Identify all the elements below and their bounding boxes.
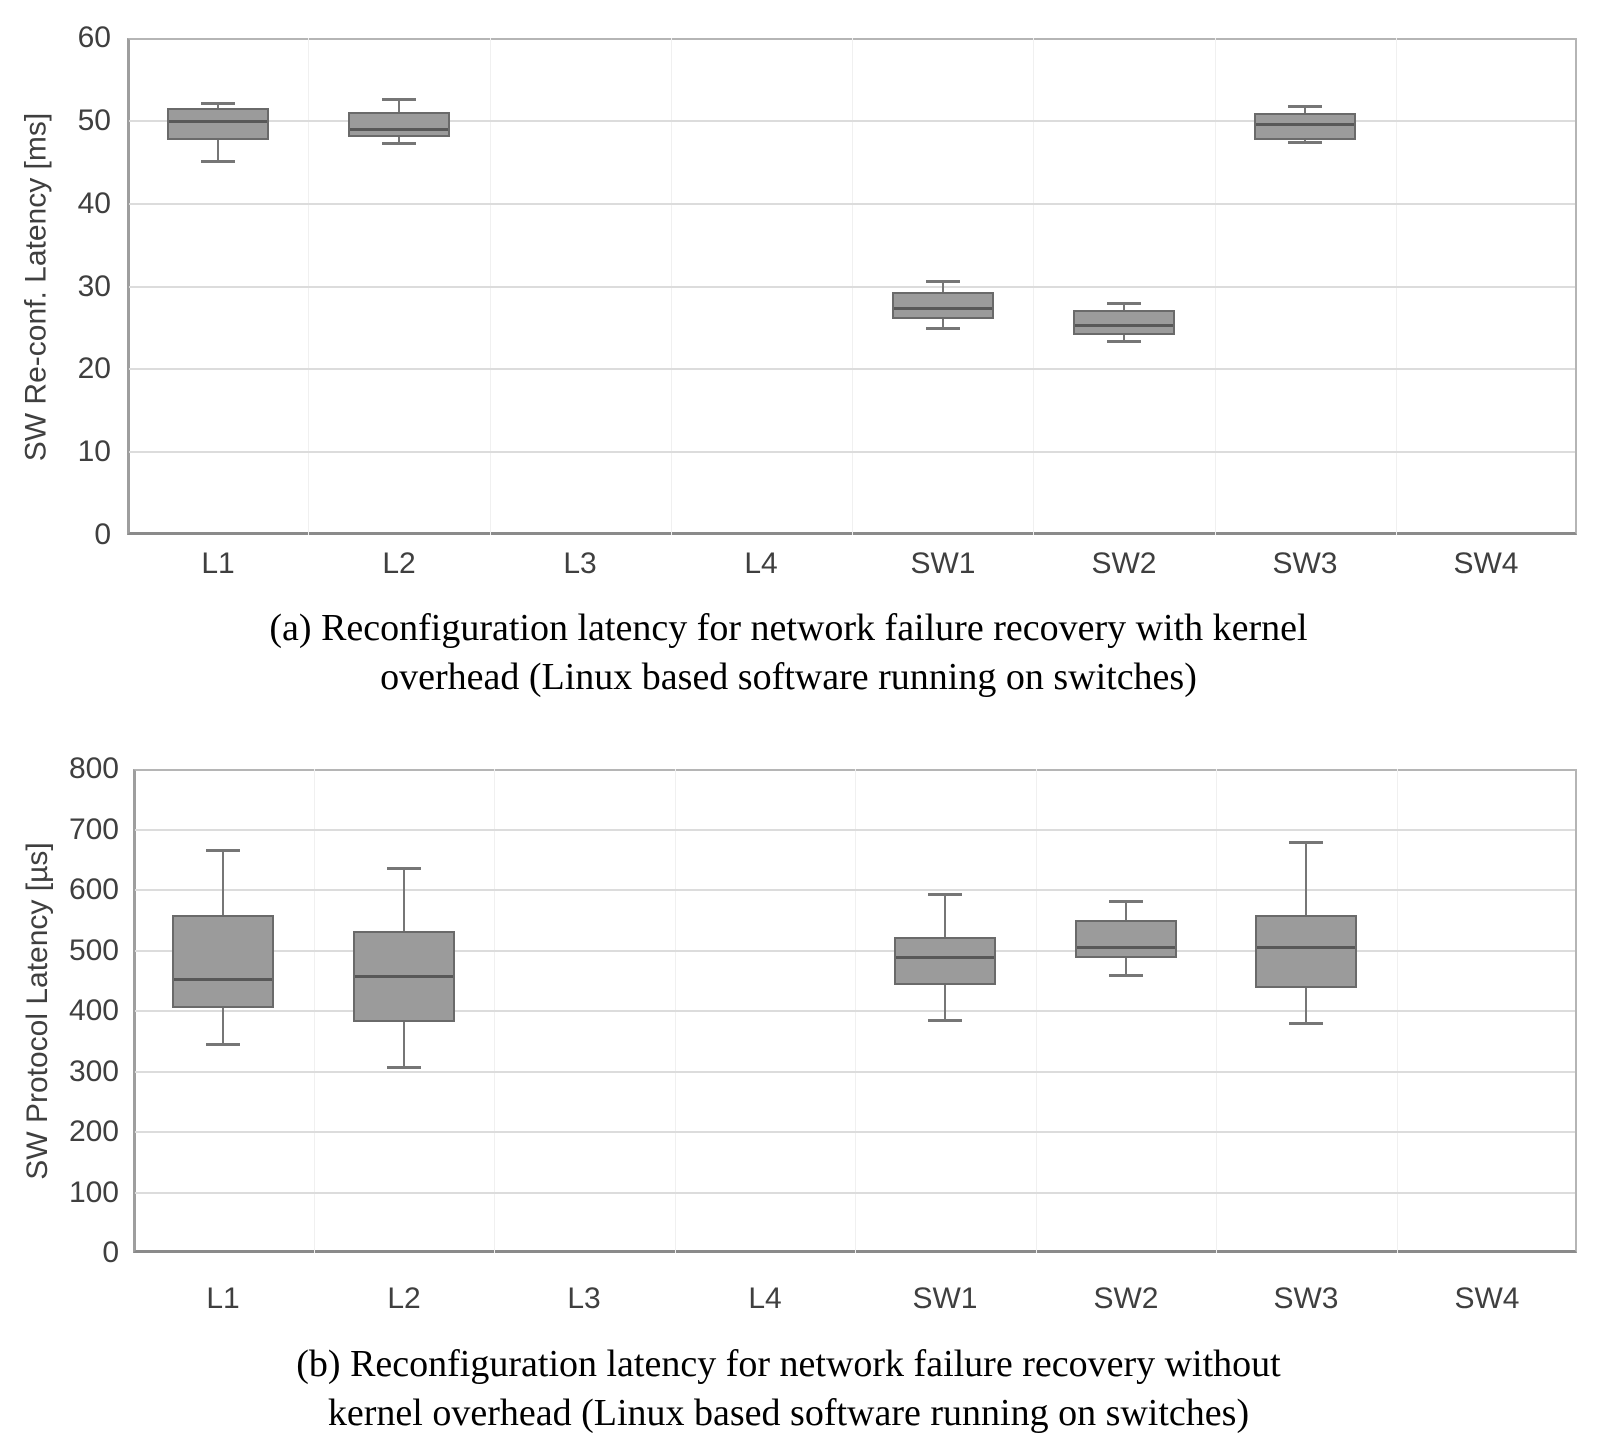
caption-b: (b) Reconfiguration latency for network … xyxy=(0,1340,1577,1438)
gridline-y-50-a xyxy=(129,120,1575,122)
gridline-y-40-a xyxy=(129,203,1575,205)
boxplot-median-b-SW1 xyxy=(896,956,994,959)
boxplot-box-a-SW2 xyxy=(1073,310,1175,335)
whisker-cap-low-b-SW3 xyxy=(1289,1022,1323,1025)
whisker-cap-low-a-L1 xyxy=(201,160,235,163)
y-tick-20-a: 20 xyxy=(77,352,111,385)
boxplot-median-a-L1 xyxy=(169,120,267,123)
y-axis-title-b: SW Protocol Latency [µs] xyxy=(21,842,54,1180)
boxplot-box-b-SW1 xyxy=(894,937,996,985)
whisker-cap-low-b-SW2 xyxy=(1109,974,1143,977)
whisker-cap-high-b-SW2 xyxy=(1109,900,1143,903)
y-tick-300-b: 300 xyxy=(68,1055,119,1088)
whisker-cap-high-b-L1 xyxy=(206,849,240,852)
x-tick-SW1-b: SW1 xyxy=(912,1282,978,1315)
caption-a-line1: (a) Reconfiguration latency for network … xyxy=(269,607,1308,649)
gridline-y-700-b xyxy=(135,829,1575,831)
caption-b-line2: kernel overhead (Linux based software ru… xyxy=(327,1392,1250,1434)
gridline-y-400-b xyxy=(135,1010,1575,1012)
y-tick-600-b: 600 xyxy=(68,873,119,906)
x-tick-L3-a: L3 xyxy=(563,547,597,580)
whisker-cap-high-b-L2 xyxy=(387,867,421,870)
boxplot-median-b-L1 xyxy=(174,978,272,981)
whisker-cap-low-a-L2 xyxy=(382,142,416,145)
y-tick-400-b: 400 xyxy=(68,994,119,1027)
boxplot-box-b-SW2 xyxy=(1075,920,1177,958)
whisker-cap-high-b-SW3 xyxy=(1289,841,1323,844)
x-tick-L4-a: L4 xyxy=(744,547,778,580)
gridline-y-20-a xyxy=(129,368,1575,370)
y-tick-700-b: 700 xyxy=(68,813,119,846)
y-tick-30-a: 30 xyxy=(77,270,111,303)
y-tick-0-a: 0 xyxy=(94,518,111,551)
caption-a: (a) Reconfiguration latency for network … xyxy=(0,604,1577,702)
boxplot-median-b-SW3 xyxy=(1257,946,1355,949)
boxplot-median-b-L2 xyxy=(355,975,453,978)
boxplot-median-a-L2 xyxy=(350,128,448,131)
y-tick-60-a: 60 xyxy=(77,21,111,54)
x-tick-SW2-a: SW2 xyxy=(1091,547,1157,580)
whisker-cap-high-a-SW2 xyxy=(1107,302,1141,305)
whisker-cap-low-a-SW2 xyxy=(1107,340,1141,343)
whisker-cap-high-a-SW3 xyxy=(1288,105,1322,108)
x-tick-L3-b: L3 xyxy=(567,1282,601,1315)
x-tick-L4-b: L4 xyxy=(748,1282,782,1315)
boxplot-box-a-L1 xyxy=(167,108,269,140)
boxplot-median-a-SW3 xyxy=(1256,123,1354,126)
whisker-cap-high-a-L2 xyxy=(382,98,416,101)
boxplot-box-b-L1 xyxy=(172,915,274,1008)
boxplot-box-b-SW3 xyxy=(1255,915,1357,988)
x-tick-L1-b: L1 xyxy=(206,1282,240,1315)
whisker-cap-low-b-L2 xyxy=(387,1066,421,1069)
boxplot-box-a-SW1 xyxy=(892,292,994,319)
whisker-cap-low-b-L1 xyxy=(206,1043,240,1046)
y-tick-0-b: 0 xyxy=(102,1236,119,1269)
gridline-y-500-b xyxy=(135,950,1575,952)
whisker-cap-low-b-SW1 xyxy=(928,1019,962,1022)
y-tick-500-b: 500 xyxy=(68,934,119,967)
boxplot-median-b-SW2 xyxy=(1077,946,1175,949)
x-tick-L2-a: L2 xyxy=(382,547,416,580)
x-tick-L2-b: L2 xyxy=(387,1282,421,1315)
gridline-y-30-a xyxy=(129,286,1575,288)
x-tick-L1-a: L1 xyxy=(201,547,235,580)
y-tick-200-b: 200 xyxy=(68,1115,119,1148)
boxplot-median-a-SW2 xyxy=(1075,324,1173,327)
caption-b-line1: (b) Reconfiguration latency for network … xyxy=(296,1343,1281,1385)
whisker-cap-high-b-SW1 xyxy=(928,893,962,896)
gridline-y-300-b xyxy=(135,1071,1575,1073)
caption-a-line2: overhead (Linux based software running o… xyxy=(380,656,1197,698)
gridline-y-600-b xyxy=(135,889,1575,891)
x-tick-SW1-a: SW1 xyxy=(910,547,976,580)
y-tick-100-b: 100 xyxy=(68,1176,119,1209)
x-tick-SW3-a: SW3 xyxy=(1272,547,1338,580)
y-tick-10-a: 10 xyxy=(77,435,111,468)
boxplot-median-a-SW1 xyxy=(894,307,992,310)
x-tick-SW3-b: SW3 xyxy=(1273,1282,1339,1315)
y-tick-40-a: 40 xyxy=(77,187,111,220)
boxplot-box-a-L2 xyxy=(348,112,450,137)
x-tick-SW4-a: SW4 xyxy=(1453,547,1519,580)
gridline-y-200-b xyxy=(135,1131,1575,1133)
gridline-y-100-b xyxy=(135,1192,1575,1194)
gridline-y-10-a xyxy=(129,451,1575,453)
boxplot-box-a-SW3 xyxy=(1254,113,1356,140)
x-tick-SW4-b: SW4 xyxy=(1454,1282,1520,1315)
whisker-cap-high-a-L1 xyxy=(201,102,235,105)
y-tick-800-b: 800 xyxy=(68,752,119,785)
whisker-cap-low-a-SW3 xyxy=(1288,141,1322,144)
whisker-cap-low-a-SW1 xyxy=(926,327,960,330)
x-tick-SW2-b: SW2 xyxy=(1093,1282,1159,1315)
whisker-cap-high-a-SW1 xyxy=(926,280,960,283)
y-tick-50-a: 50 xyxy=(77,104,111,137)
